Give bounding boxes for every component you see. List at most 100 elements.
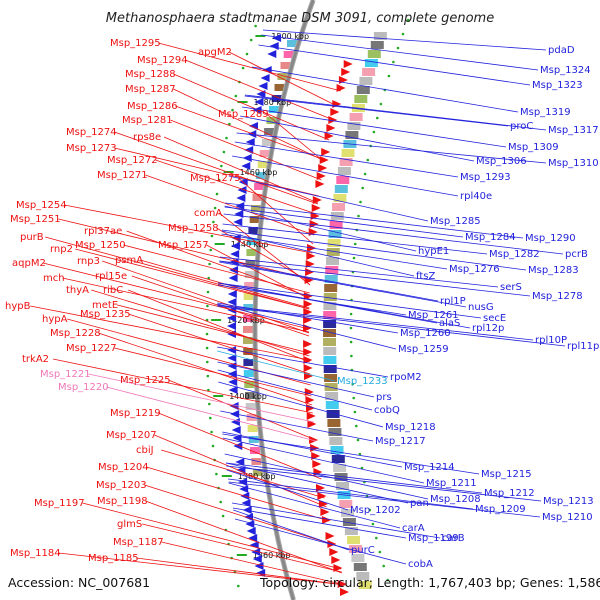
tick-dot bbox=[378, 550, 382, 554]
map-title: Methanosphaera stadtmanae DSM 3091, comp… bbox=[106, 11, 494, 26]
reverse-gene-label: rpl1P bbox=[440, 296, 466, 307]
reverse-gene-connector bbox=[244, 94, 547, 131]
reverse-gene-label: Msp_1212 bbox=[484, 488, 535, 499]
forward-gene-label: rps8e bbox=[133, 132, 161, 143]
reverse-gene-arrow bbox=[227, 322, 236, 330]
forward-gene-label: thyA bbox=[66, 285, 89, 296]
forward-gene-arrow bbox=[305, 268, 315, 276]
rna-gene-connector bbox=[217, 350, 336, 382]
reverse-gene-connector bbox=[217, 303, 397, 350]
tick-dot bbox=[254, 24, 257, 28]
reverse-gene-arrow bbox=[230, 418, 240, 426]
gene-color-band bbox=[245, 260, 256, 267]
reverse-gene-connector bbox=[219, 260, 439, 302]
forward-gene-connector bbox=[30, 305, 310, 361]
tick-dot bbox=[206, 290, 210, 294]
reverse-gene-connector bbox=[221, 229, 527, 271]
reverse-gene-label: pan bbox=[410, 498, 429, 509]
reverse-gene-label: Msp_1282 bbox=[489, 249, 540, 260]
forward-gene-connector bbox=[128, 289, 310, 363]
reverse-gene-label: Msp_1208 bbox=[430, 494, 481, 505]
tick-dot bbox=[350, 354, 353, 358]
forward-gene-label: psmA bbox=[115, 255, 143, 266]
reverse-gene-arrow bbox=[254, 98, 264, 106]
gene-color-band bbox=[341, 509, 354, 517]
gene-color-band bbox=[339, 500, 353, 508]
reverse-gene-connector bbox=[231, 502, 441, 539]
forward-gene-connector bbox=[168, 379, 316, 441]
gene-color-band bbox=[326, 410, 340, 418]
tick-dot bbox=[386, 578, 390, 582]
gene-color-band bbox=[329, 437, 343, 445]
tick-dot bbox=[382, 564, 386, 568]
reverse-gene-label: Msp_1276 bbox=[449, 264, 500, 275]
forward-gene-connector bbox=[114, 131, 318, 205]
reverse-gene-arrow bbox=[267, 50, 277, 58]
gene-color-band bbox=[243, 304, 254, 311]
forward-gene-connector bbox=[228, 51, 338, 107]
reverse-gene-arrow bbox=[252, 106, 262, 114]
gene-color-band bbox=[356, 572, 370, 580]
rna-gene-connector bbox=[106, 386, 316, 442]
gene-color-band bbox=[259, 150, 270, 157]
tick-dot bbox=[406, 18, 410, 22]
reverse-gene-arrow bbox=[248, 534, 258, 542]
reverse-gene-arrow bbox=[233, 218, 243, 226]
reverse-gene-connector bbox=[224, 205, 417, 252]
reverse-gene-label: rpl12p bbox=[472, 323, 504, 334]
gene-color-band bbox=[341, 149, 355, 157]
gene-color-band bbox=[347, 536, 360, 544]
tick-dot bbox=[379, 102, 383, 106]
reverse-gene-connector bbox=[258, 44, 531, 86]
tick-dot bbox=[208, 262, 211, 266]
reverse-gene-label: Msp_1284 bbox=[465, 232, 516, 243]
reverse-gene-connector bbox=[225, 202, 524, 239]
forward-gene-label: Msp_1281 bbox=[122, 115, 173, 126]
reverse-gene-label: cobQ bbox=[374, 405, 400, 416]
gene-color-band bbox=[334, 185, 348, 193]
gene-color-band bbox=[323, 338, 336, 346]
forward-gene-arrow bbox=[316, 172, 326, 180]
tick-dot bbox=[358, 452, 362, 456]
reverse-gene-label: Msp_1317 bbox=[548, 125, 599, 136]
gene-color-band bbox=[342, 518, 356, 526]
reverse-gene-arrow bbox=[252, 555, 262, 563]
forward-gene-arrow bbox=[336, 84, 346, 92]
reverse-gene-arrow bbox=[254, 562, 264, 570]
tick-dot bbox=[205, 332, 209, 336]
forward-gene-label: aqpM2 bbox=[12, 258, 46, 269]
reverse-gene-connector bbox=[226, 465, 542, 502]
gene-color-band bbox=[359, 77, 373, 85]
gene-color-band bbox=[255, 172, 266, 179]
forward-gene-label: Msp_1185 bbox=[88, 553, 139, 564]
reverse-gene-connector bbox=[233, 509, 350, 551]
forward-gene-connector bbox=[114, 347, 312, 397]
tick-dot bbox=[212, 220, 215, 224]
forward-gene-arrow bbox=[343, 60, 353, 68]
reverse-gene-arrow bbox=[227, 298, 237, 306]
forward-gene-connector bbox=[136, 557, 346, 586]
forward-gene-label: rnp2 bbox=[50, 244, 73, 255]
tick-dot bbox=[351, 382, 355, 386]
tick-dot bbox=[349, 326, 353, 330]
forward-gene-arrow bbox=[306, 252, 316, 260]
gene-color-band bbox=[353, 563, 367, 571]
forward-gene-label: Msp_1294 bbox=[137, 55, 188, 66]
rna-gene-label: Msp_1221 bbox=[40, 369, 91, 380]
kbp-tick-label: 1480 kbp bbox=[254, 98, 292, 107]
tick-dot bbox=[213, 206, 217, 210]
forward-gene-connector bbox=[154, 434, 327, 508]
tick-dot bbox=[387, 74, 391, 78]
reverse-gene-arrow bbox=[239, 485, 249, 493]
label-connectors bbox=[30, 29, 566, 586]
gene-color-band bbox=[264, 128, 275, 135]
reverse-gene-label: Msp_1217 bbox=[375, 436, 426, 447]
reverse-gene-arrow bbox=[231, 426, 241, 434]
gene-color-band bbox=[325, 392, 339, 400]
forward-gene-connector bbox=[163, 136, 319, 204]
reverse-gene-connector bbox=[234, 518, 407, 565]
tick-dot bbox=[210, 234, 214, 238]
forward-gene-connector bbox=[146, 466, 330, 522]
reverse-gene-label: ftsZ bbox=[416, 271, 435, 282]
